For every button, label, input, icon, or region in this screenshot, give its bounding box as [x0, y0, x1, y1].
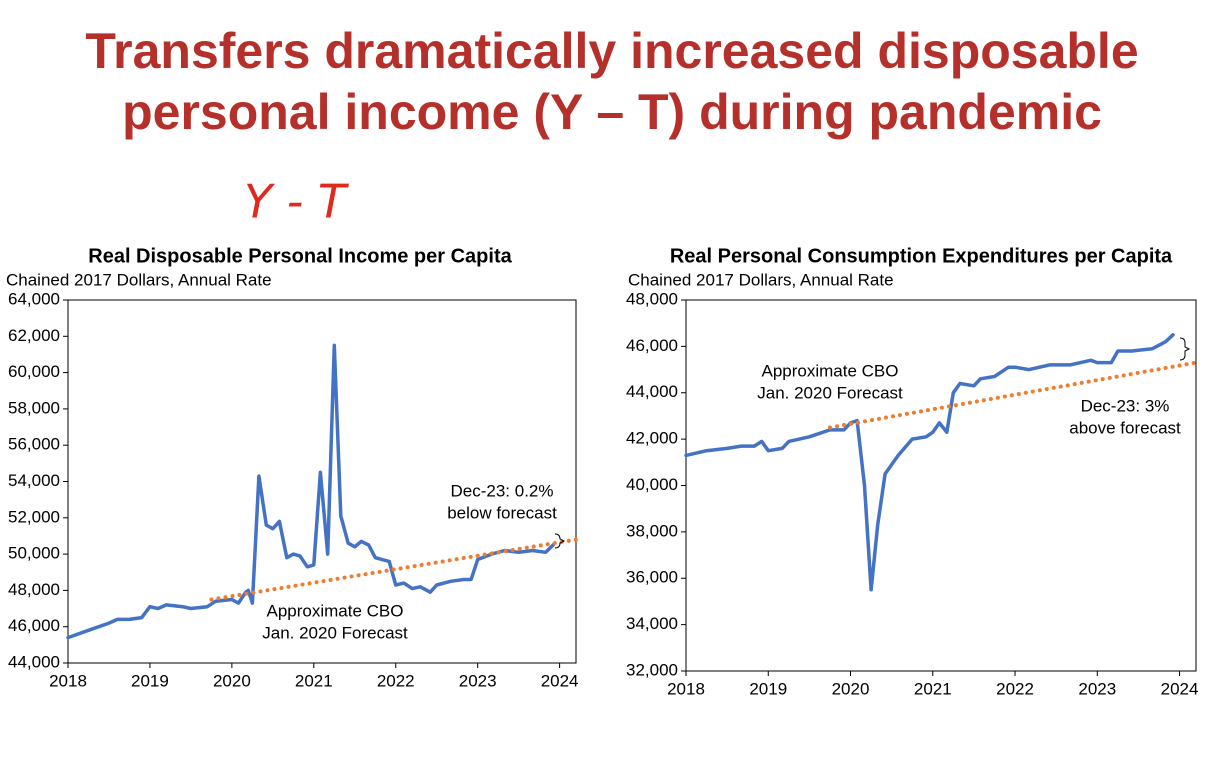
x-tick-label: 2023	[459, 671, 497, 690]
annotation: Jan. 2020 Forecast	[262, 623, 408, 642]
y-tick-label: 52,000	[8, 507, 60, 526]
chart-title: Real Disposable Personal Income per Capi…	[88, 245, 512, 267]
y-tick-label: 56,000	[8, 435, 60, 454]
annotation: Dec-23: 3%	[1081, 396, 1170, 415]
y-tick-label: 48,000	[8, 580, 60, 599]
x-tick-label: 2024	[1161, 679, 1199, 698]
y-tick-label: 48,000	[626, 289, 678, 308]
y-tick-label: 44,000	[8, 652, 60, 671]
y-tick-label: 40,000	[626, 475, 678, 494]
x-tick-label: 2022	[377, 671, 415, 690]
x-tick-label: 2023	[1078, 679, 1116, 698]
x-tick-label: 2020	[213, 671, 251, 690]
forecast-line	[828, 360, 1198, 430]
handwritten-note: Y - T	[244, 175, 350, 229]
y-tick-label: 64,000	[8, 289, 60, 308]
annotation: Approximate CBO	[267, 601, 404, 620]
annotation: Dec-23: 0.2%	[451, 481, 554, 500]
y-tick-label: 36,000	[626, 568, 678, 587]
y-tick-label: 32,000	[626, 660, 678, 679]
x-tick-label: 2019	[749, 679, 787, 698]
chart-title: Real Personal Consumption Expenditures p…	[670, 245, 1173, 267]
x-tick-label: 2019	[131, 671, 169, 690]
x-tick-label: 2018	[49, 671, 87, 690]
x-tick-label: 2022	[996, 679, 1034, 698]
x-tick-label: 2021	[914, 679, 952, 698]
y-tick-label: 50,000	[8, 544, 60, 563]
y-tick-label: 42,000	[626, 429, 678, 448]
y-tick-label: 62,000	[8, 326, 60, 345]
y-tick-label: 58,000	[8, 398, 60, 417]
chart-subtitle: Chained 2017 Dollars, Annual Rate	[6, 270, 272, 289]
y-tick-label: 38,000	[626, 521, 678, 540]
chart-subtitle: Chained 2017 Dollars, Annual Rate	[628, 270, 894, 289]
y-tick-label: 46,000	[626, 336, 678, 355]
annotation: Approximate CBO	[762, 361, 899, 380]
x-tick-label: 2018	[667, 679, 705, 698]
plot-frame	[685, 299, 1197, 672]
brace	[1179, 337, 1191, 361]
annotation: below forecast	[447, 503, 557, 522]
slide-title: Transfers dramatically increased disposa…	[85, 23, 1138, 79]
y-tick-label: 34,000	[626, 614, 678, 633]
slide-title: personal income (Y – T) during pandemic	[122, 84, 1102, 140]
x-tick-label: 2021	[295, 671, 333, 690]
y-tick-label: 44,000	[626, 382, 678, 401]
y-tick-label: 60,000	[8, 362, 60, 381]
y-tick-label: 54,000	[8, 471, 60, 490]
annotation: Jan. 2020 Forecast	[757, 383, 903, 402]
data-line	[66, 343, 555, 640]
x-tick-label: 2024	[541, 671, 579, 690]
y-tick-label: 46,000	[8, 616, 60, 635]
annotation: above forecast	[1069, 418, 1181, 437]
x-tick-label: 2020	[832, 679, 870, 698]
forecast-line	[209, 537, 578, 602]
brace	[554, 533, 566, 549]
data-line	[684, 333, 1175, 592]
